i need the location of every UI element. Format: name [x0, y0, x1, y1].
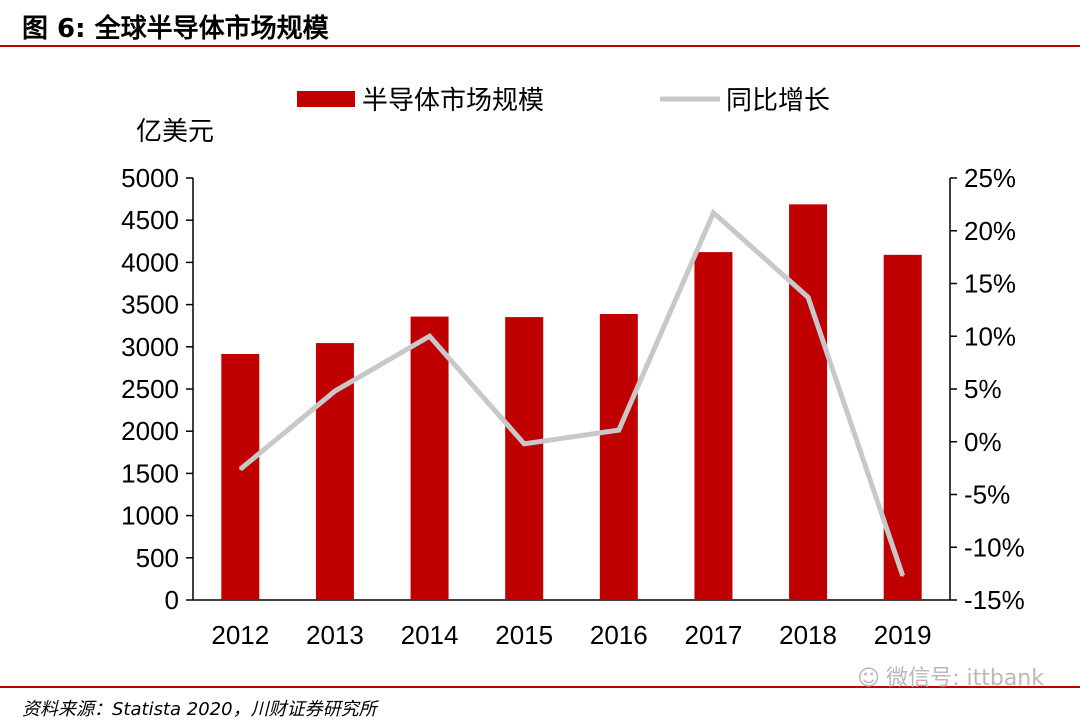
bar-2012: [221, 353, 260, 600]
bar-2016: [599, 313, 638, 600]
footer-rule: [0, 686, 1080, 688]
growth-point-2019: [901, 574, 904, 577]
left-tick-label: 5000: [121, 163, 179, 193]
wechat-icon: ☺: [857, 666, 881, 691]
right-tick-label: 20%: [964, 216, 1016, 246]
right-tick-label: 15%: [964, 269, 1016, 299]
growth-point-2017: [712, 211, 715, 214]
left-tick-label: 1000: [121, 501, 179, 531]
right-tick-label: 10%: [964, 321, 1016, 351]
x-tick-label: 2019: [874, 620, 932, 650]
figure-title: 图 6: 全球半导体市场规模: [22, 14, 329, 44]
left-tick-label: 500: [136, 543, 179, 573]
left-axis-unit: 亿美元: [136, 116, 214, 146]
legend-bar-swatch: [297, 91, 355, 107]
growth-line: [238, 208, 906, 577]
growth-point-2018: [807, 296, 810, 299]
right-tick-label: -5%: [964, 480, 1010, 510]
x-tick-label: 2012: [211, 620, 269, 650]
left-tick-label: 4500: [121, 205, 179, 235]
x-tick-label: 2013: [306, 620, 364, 650]
x-tick-label: 2016: [590, 620, 648, 650]
right-tick-label: -10%: [964, 532, 1025, 562]
left-tick-label: 0: [165, 585, 179, 615]
watermark: ☺ 微信号: ittbank: [857, 660, 1044, 692]
bar-2018: [789, 204, 828, 600]
bar-2015: [505, 317, 544, 600]
growth-point-2012: [239, 468, 242, 471]
left-tick-label: 3500: [121, 290, 179, 320]
right-tick-label: 25%: [964, 163, 1016, 193]
growth-point-2013: [333, 390, 336, 393]
source-note: 资料来源：Statista 2020，川财证券研究所: [22, 699, 377, 720]
left-tick-label: 1500: [121, 458, 179, 488]
left-tick-label: 2000: [121, 416, 179, 446]
bar-2017: [694, 252, 733, 600]
growth-point-2015: [523, 442, 526, 445]
growth-point-2016: [617, 429, 620, 432]
left-tick-label: 2500: [121, 374, 179, 404]
legend-bar-label: 半导体市场规模: [362, 85, 544, 115]
right-tick-label: 0%: [964, 427, 1002, 457]
x-tick-label: 2015: [495, 620, 553, 650]
right-tick-label: -15%: [964, 585, 1025, 615]
right-tick-label: 5%: [964, 374, 1002, 404]
left-tick-label: 3000: [121, 332, 179, 362]
x-tick-label: 2017: [685, 620, 743, 650]
watermark-text: 微信号: ittbank: [886, 666, 1044, 691]
bar-2019: [883, 254, 922, 600]
title-rule: [0, 45, 1080, 47]
legend-line-label: 同比增长: [726, 85, 830, 115]
growth-point-2014: [428, 335, 431, 338]
x-tick-label: 2014: [401, 620, 459, 650]
bar-2014: [410, 316, 449, 600]
x-tick-label: 2018: [779, 620, 837, 650]
left-tick-label: 4000: [121, 247, 179, 277]
semiconductor-chart: 0 500 1000 1500 2000 2500 3000 3500 4000 4500 5000…: [121, 85, 1025, 650]
